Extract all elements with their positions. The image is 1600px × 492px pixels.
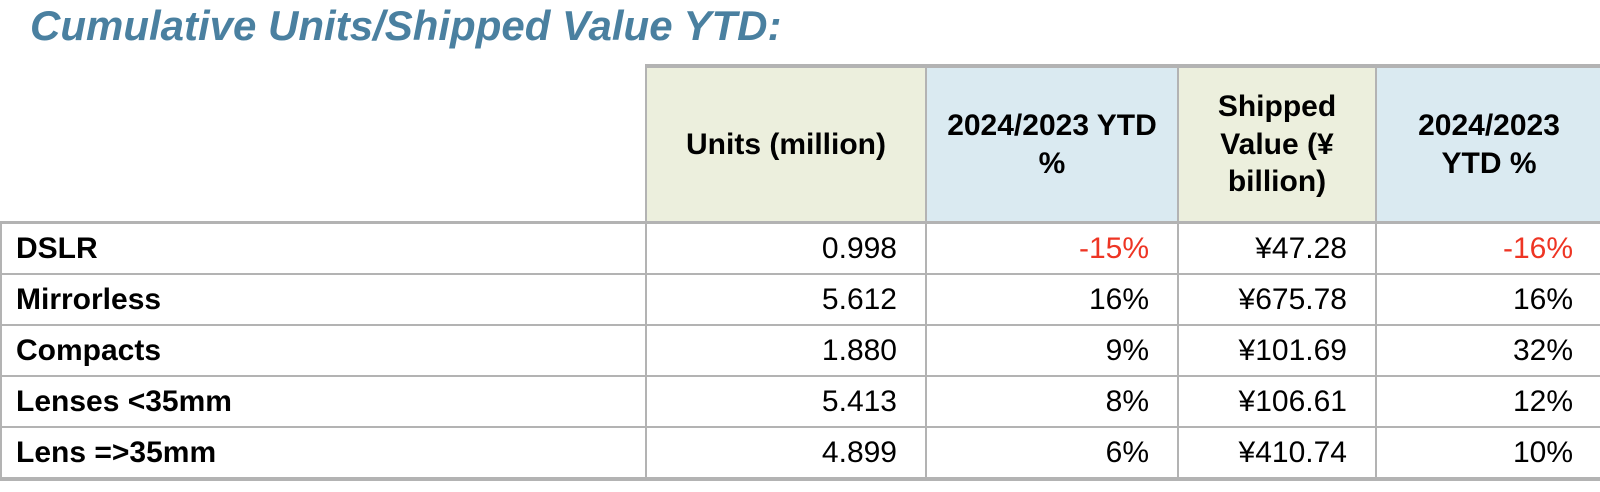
table-row-lenses-under-35mm: Lenses <35mm 5.413 8% ¥106.61 12%	[0, 375, 1600, 428]
units-ytd-cell: -15%	[925, 221, 1179, 275]
table-header-row: Units (million) 2024/2023 YTD % Shipped …	[1, 64, 1600, 224]
shipped-value-cell: ¥675.78	[1177, 273, 1377, 326]
row-label: Lenses <35mm	[0, 375, 647, 428]
row-label: Lens =>35mm	[0, 426, 647, 481]
value-ytd-cell: -16%	[1375, 221, 1600, 275]
units-cell: 1.880	[645, 324, 927, 377]
table-row-mirrorless: Mirrorless 5.612 16% ¥675.78 16%	[0, 273, 1600, 326]
units-cell: 4.899	[645, 426, 927, 481]
header-corner-cell	[1, 66, 646, 224]
units-cell: 0.998	[645, 221, 927, 275]
shipment-data-table: Units (million) 2024/2023 YTD % Shipped …	[0, 64, 1600, 481]
shipped-value-cell: ¥101.69	[1177, 324, 1377, 377]
units-ytd-cell: 6%	[925, 426, 1179, 481]
units-ytd-cell: 9%	[925, 324, 1179, 377]
table-row-lens-35mm-and-over: Lens =>35mm 4.899 6% ¥410.74 10%	[0, 426, 1600, 481]
shipped-value-cell: ¥410.74	[1177, 426, 1377, 481]
page-title: Cumulative Units/Shipped Value YTD:	[30, 2, 782, 49]
row-label: Compacts	[0, 324, 647, 377]
units-cell: 5.413	[645, 375, 927, 428]
header-shipped-value: Shipped Value (¥ billion)	[1177, 64, 1377, 224]
row-label: Mirrorless	[0, 273, 647, 326]
shipped-value-cell: ¥106.61	[1177, 375, 1377, 428]
shipped-value-cell: ¥47.28	[1177, 221, 1377, 275]
units-ytd-cell: 8%	[925, 375, 1179, 428]
header-value-ytd: 2024/2023 YTD %	[1375, 64, 1600, 224]
units-cell: 5.612	[645, 273, 927, 326]
units-ytd-cell: 16%	[925, 273, 1179, 326]
value-ytd-cell: 32%	[1375, 324, 1600, 377]
table-row-dslr: DSLR 0.998 -15% ¥47.28 -16%	[0, 221, 1600, 275]
row-label: DSLR	[0, 221, 647, 275]
value-ytd-cell: 10%	[1375, 426, 1600, 481]
header-units-ytd: 2024/2023 YTD %	[925, 64, 1179, 224]
value-ytd-cell: 12%	[1375, 375, 1600, 428]
header-units: Units (million)	[645, 64, 927, 224]
value-ytd-cell: 16%	[1375, 273, 1600, 326]
table-row-compacts: Compacts 1.880 9% ¥101.69 32%	[0, 324, 1600, 377]
